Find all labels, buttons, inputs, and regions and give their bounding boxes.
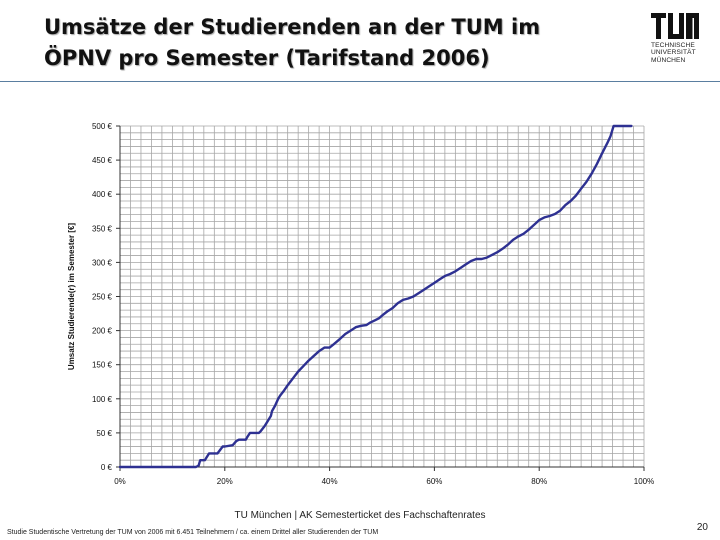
y-tick-label: 0 € xyxy=(101,463,113,472)
y-tick-label: 100 € xyxy=(92,395,113,404)
footer-source-note: Studie Studentische Vertretung der TUM v… xyxy=(7,529,379,536)
y-tick-label: 50 € xyxy=(96,429,112,438)
logo-line-3: MÜNCHEN xyxy=(651,56,686,64)
series-line-0 xyxy=(118,124,633,469)
slide-title-line-1: Umsätze der Studierenden an der TUM im xyxy=(44,15,541,39)
x-tick-label: 80% xyxy=(531,477,547,486)
y-axis-title: Umsatz Studierende(r) im Semester [€] xyxy=(67,223,76,370)
logo-line-1: TECHNISCHE xyxy=(651,42,695,49)
slide-title-line-2: ÖPNV pro Semester (Tarifstand 2006) xyxy=(44,46,490,70)
revenue-distribution-chart: 0 € 50 € 100 € 150 € 200 € 250 € 300 € 350 € 400… xyxy=(67,122,654,486)
title-divider xyxy=(0,81,720,82)
y-tick-label: 150 € xyxy=(92,361,113,370)
chart-axes xyxy=(116,125,645,471)
chart-series xyxy=(118,124,633,469)
y-tick-label: 250 € xyxy=(92,293,113,302)
y-tick-label: 400 € xyxy=(92,190,113,199)
x-tick-label: 60% xyxy=(426,477,442,486)
slide-title: Umsätze der Studierenden an der TUM im Ö… xyxy=(44,12,604,74)
page-number: 20 xyxy=(696,522,708,533)
chart-grid xyxy=(119,125,645,468)
footer-center-text: TU München | AK Semesterticket des Fachs… xyxy=(234,510,486,521)
y-tick-label: 450 € xyxy=(92,156,113,165)
y-tick-label: 350 € xyxy=(92,224,113,233)
x-tick-label: 0% xyxy=(114,477,126,486)
x-tick-label: 40% xyxy=(322,477,338,486)
y-tick-label: 300 € xyxy=(92,258,113,267)
y-tick-label: 200 € xyxy=(92,327,113,336)
y-tick-label: 500 € xyxy=(92,122,113,131)
tum-logo-wordmark: TECHNISCHE UNIVERSITÄT MÜNCHEN xyxy=(651,42,701,64)
x-tick-label: 100% xyxy=(634,477,654,486)
tum-logo-mark xyxy=(651,13,699,39)
x-tick-label: 20% xyxy=(217,477,233,486)
logo-line-2: UNIVERSITÄT xyxy=(651,49,696,57)
chart-labels: 0 € 50 € 100 € 150 € 200 € 250 € 300 € 350 € 400… xyxy=(67,122,654,486)
tum-logo: TECHNISCHE UNIVERSITÄT MÜNCHEN xyxy=(651,13,701,73)
